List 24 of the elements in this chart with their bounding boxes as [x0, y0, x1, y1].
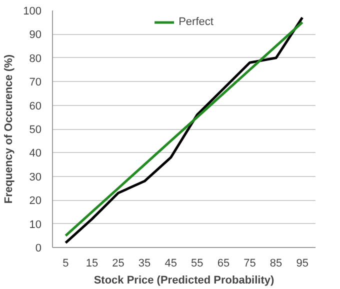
x-tick-label: 55	[191, 258, 204, 270]
x-tick-label: 45	[164, 258, 177, 270]
x-tick-label: 85	[270, 258, 282, 270]
x-tick-label: 15	[86, 258, 98, 270]
y-tick-label: 30	[29, 171, 42, 184]
legend-label: Perfect	[178, 16, 214, 28]
x-tick-label: 35	[138, 258, 151, 270]
y-tick-label: 100	[23, 6, 42, 18]
y-tick-label: 50	[29, 124, 42, 136]
x-tick-label: 25	[112, 258, 124, 270]
y-tick-label: 90	[29, 29, 42, 42]
y-tick-label: 0	[35, 242, 42, 254]
y-tick-label: 80	[29, 52, 42, 65]
y-tick-label: 70	[29, 76, 42, 89]
y-axis-title: Frequency of Occurence (%)	[3, 54, 16, 204]
y-tick-label: 60	[29, 100, 42, 112]
y-tick-label: 20	[29, 195, 42, 208]
x-tick-label: 65	[217, 258, 230, 270]
x-tick-label: 95	[296, 258, 308, 270]
y-tick-label: 10	[29, 218, 42, 231]
y-tick-label: 40	[29, 148, 42, 160]
x-tick-label: 5	[62, 258, 69, 270]
x-tick-label: 75	[244, 258, 256, 270]
x-axis-title: Stock Price (Predicted Probability)	[94, 274, 274, 286]
